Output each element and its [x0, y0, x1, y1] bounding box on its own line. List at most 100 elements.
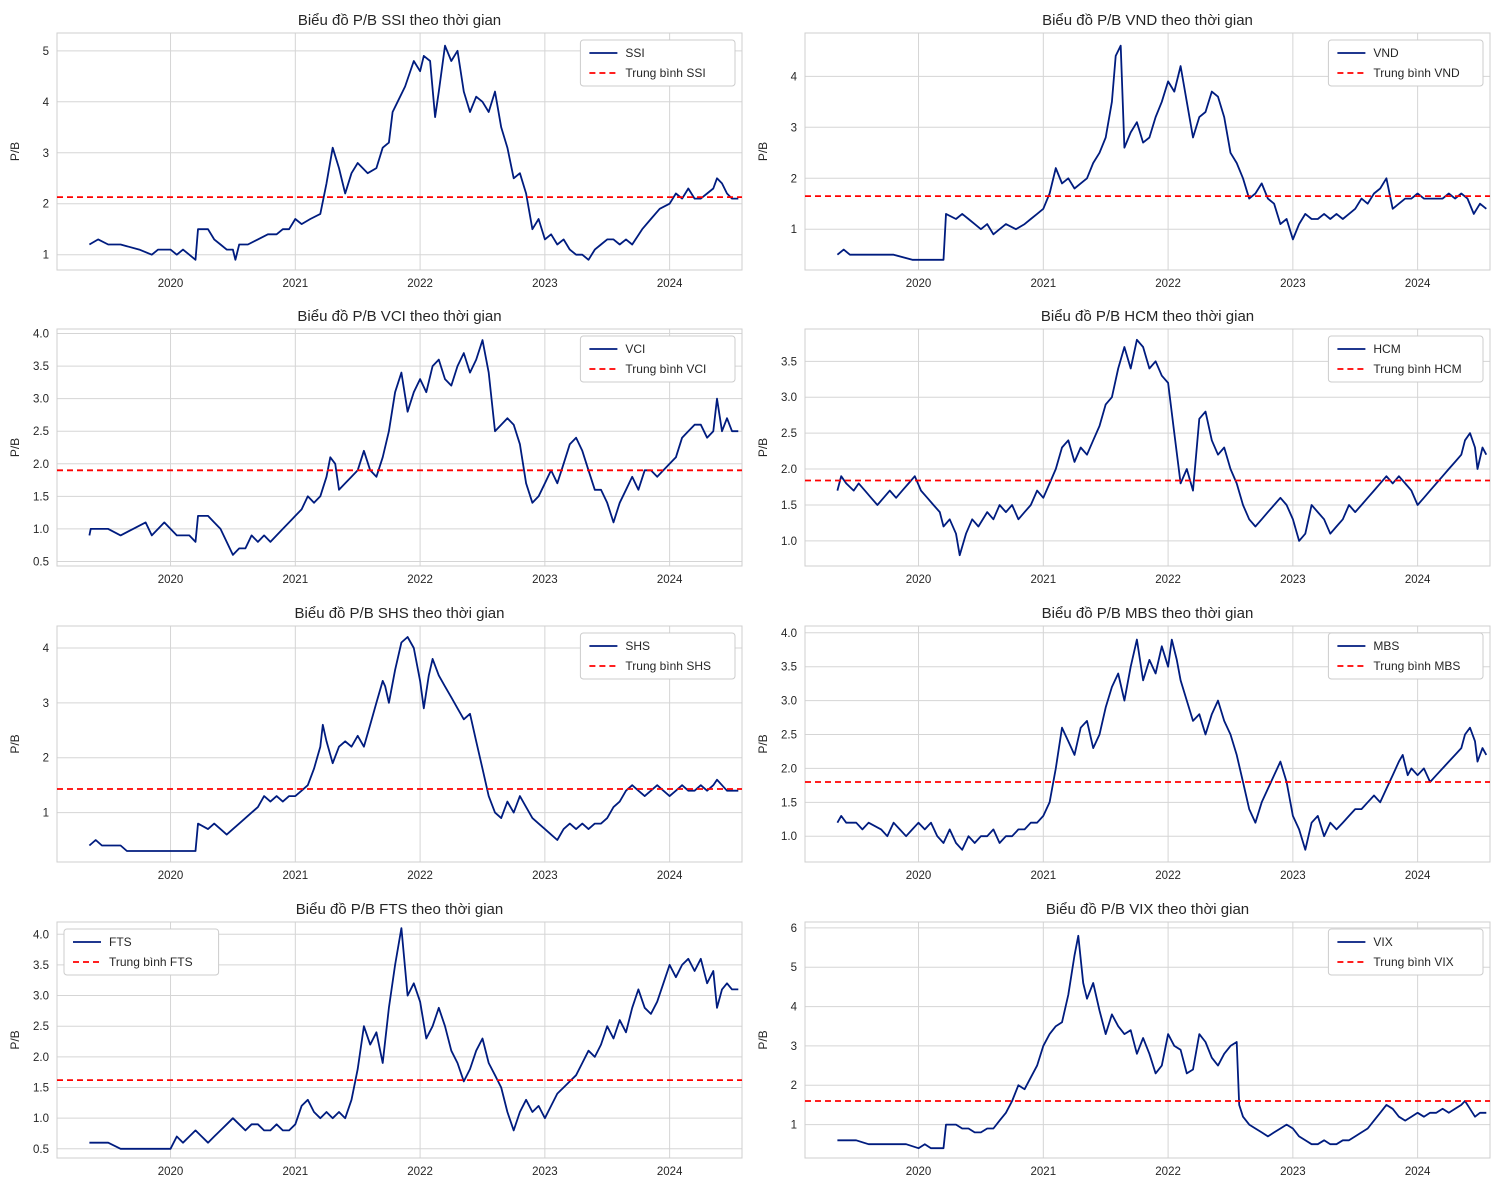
plot-frame [804, 32, 1491, 271]
legend: SSI Trung bình SSI [579, 39, 736, 87]
y-tick-label: 1.0 [33, 1113, 49, 1125]
legend-box [579, 632, 736, 680]
y-tick-label: 2.0 [33, 459, 49, 471]
x-tick-label: 2021 [283, 1166, 309, 1178]
legend-label: SHS [625, 639, 650, 653]
legend-box [579, 335, 736, 383]
x-tick-label: 2024 [1405, 1166, 1431, 1178]
x-tick-label: 2024 [1405, 278, 1431, 290]
x-tick-label: 2021 [1031, 1166, 1057, 1178]
y-tick-label: 2 [791, 1080, 797, 1092]
legend-label: MBS [1373, 639, 1399, 653]
y-tick-label: 2 [791, 173, 797, 185]
pb-series-line [836, 338, 1488, 557]
chart-title: Biểu đồ P/B VIX theo thời gian [1046, 901, 1249, 918]
x-tick-label: 2022 [1155, 574, 1181, 586]
legend-label: Trung bình VIX [1373, 955, 1453, 969]
y-axis-label: P/B [8, 142, 22, 161]
y-tick-label: 1 [43, 808, 49, 820]
y-tick-label: 3.0 [781, 392, 797, 404]
y-tick-label: 1.0 [33, 524, 49, 536]
y-tick-label: 4.0 [781, 628, 797, 640]
chart-title: Biểu đồ P/B SSI theo thời gian [298, 12, 501, 29]
x-tick-label: 2024 [1405, 870, 1431, 882]
x-tick-label: 2024 [657, 278, 683, 290]
y-tick-label: 0.5 [33, 556, 49, 568]
y-tick-label: 1.0 [781, 831, 797, 843]
x-tick-label: 2023 [532, 278, 558, 290]
chart-title: Biểu đồ P/B VND theo thời gian [1042, 12, 1253, 29]
y-tick-label: 3 [791, 122, 797, 134]
x-tick-label: 2023 [532, 870, 558, 882]
x-tick-label: 2024 [657, 574, 683, 586]
legend-box [1327, 632, 1484, 680]
y-axis-label: P/B [8, 438, 22, 457]
y-tick-label: 3.5 [33, 361, 49, 373]
legend-label: HCM [1373, 342, 1400, 356]
x-tick-label: 2022 [1155, 870, 1181, 882]
x-tick-label: 2021 [283, 278, 309, 290]
pb-series-line [836, 638, 1488, 851]
pb-series-line [88, 636, 739, 852]
y-tick-label: 1 [43, 250, 49, 262]
plot-frame [804, 328, 1491, 567]
y-tick-label: 2.5 [781, 730, 797, 742]
legend: SHS Trung bình SHS [579, 632, 736, 680]
y-tick-label: 2.5 [33, 1021, 49, 1033]
y-tick-label: 2 [43, 753, 49, 765]
legend-label: VND [1373, 46, 1399, 60]
chart-panel-7: Biểu đồ P/B VIX theo thời gian P/B 2020 202… [756, 901, 1491, 1178]
x-tick-label: 2020 [158, 1166, 184, 1178]
y-tick-label: 5 [791, 962, 797, 974]
x-tick-label: 2020 [906, 870, 932, 882]
legend-label: Trung bình SHS [625, 659, 711, 673]
chart-panel-5: Biểu đồ P/B MBS theo thời gian P/B 2020 202… [756, 605, 1491, 882]
chart-title: Biểu đồ P/B FTS theo thời gian [296, 901, 503, 918]
x-tick-label: 2023 [1280, 870, 1306, 882]
y-tick-label: 0.5 [33, 1144, 49, 1156]
y-axis-label: P/B [756, 734, 770, 753]
x-tick-label: 2023 [532, 1166, 558, 1178]
legend: HCM Trung bình HCM [1327, 335, 1484, 383]
y-tick-label: 1 [791, 224, 797, 236]
y-tick-label: 1.0 [781, 536, 797, 548]
legend: FTS Trung bình FTS [63, 928, 220, 976]
x-tick-label: 2022 [1155, 1166, 1181, 1178]
x-tick-label: 2021 [283, 870, 309, 882]
chart-panel-4: Biểu đồ P/B SHS theo thời gian P/B 2020 202… [8, 605, 743, 882]
x-tick-label: 2020 [158, 574, 184, 586]
chart-title: Biểu đồ P/B HCM theo thời gian [1041, 308, 1254, 325]
chart-title: Biểu đồ P/B SHS theo thời gian [295, 605, 505, 622]
chart-panel-0: Biểu đồ P/B SSI theo thời gian P/B 2020 202… [8, 12, 743, 290]
plot-frame [56, 625, 743, 863]
legend: VND Trung bình VND [1327, 39, 1484, 87]
y-tick-label: 4 [791, 71, 798, 83]
x-tick-label: 2024 [657, 870, 683, 882]
x-tick-label: 2020 [158, 870, 184, 882]
legend-box [579, 39, 736, 87]
legend-label: Trung bình VCI [625, 362, 706, 376]
legend: MBS Trung bình MBS [1327, 632, 1484, 680]
x-tick-label: 2023 [1280, 1166, 1306, 1178]
legend-box [1327, 39, 1484, 87]
y-tick-label: 1.5 [781, 500, 797, 512]
x-tick-label: 2021 [283, 574, 309, 586]
x-tick-label: 2021 [1031, 574, 1057, 586]
x-tick-label: 2020 [906, 574, 932, 586]
y-axis-label: P/B [8, 734, 22, 753]
x-tick-label: 2021 [1031, 870, 1057, 882]
x-tick-label: 2022 [1155, 278, 1181, 290]
y-tick-label: 2.5 [781, 428, 797, 440]
y-axis-label: P/B [756, 438, 770, 457]
chart-title: Biểu đồ P/B VCI theo thời gian [297, 308, 501, 325]
x-tick-label: 2020 [906, 278, 932, 290]
legend-label: SSI [625, 46, 644, 60]
y-tick-label: 2.0 [33, 1052, 49, 1064]
pb-series-line [836, 44, 1487, 261]
y-axis-label: P/B [756, 1030, 770, 1049]
y-tick-label: 3.0 [33, 991, 49, 1003]
legend-label: Trung bình HCM [1373, 362, 1461, 376]
chart-title: Biểu đồ P/B MBS theo thời gian [1042, 605, 1254, 622]
plot-frame [56, 921, 743, 1159]
x-tick-label: 2020 [158, 278, 184, 290]
